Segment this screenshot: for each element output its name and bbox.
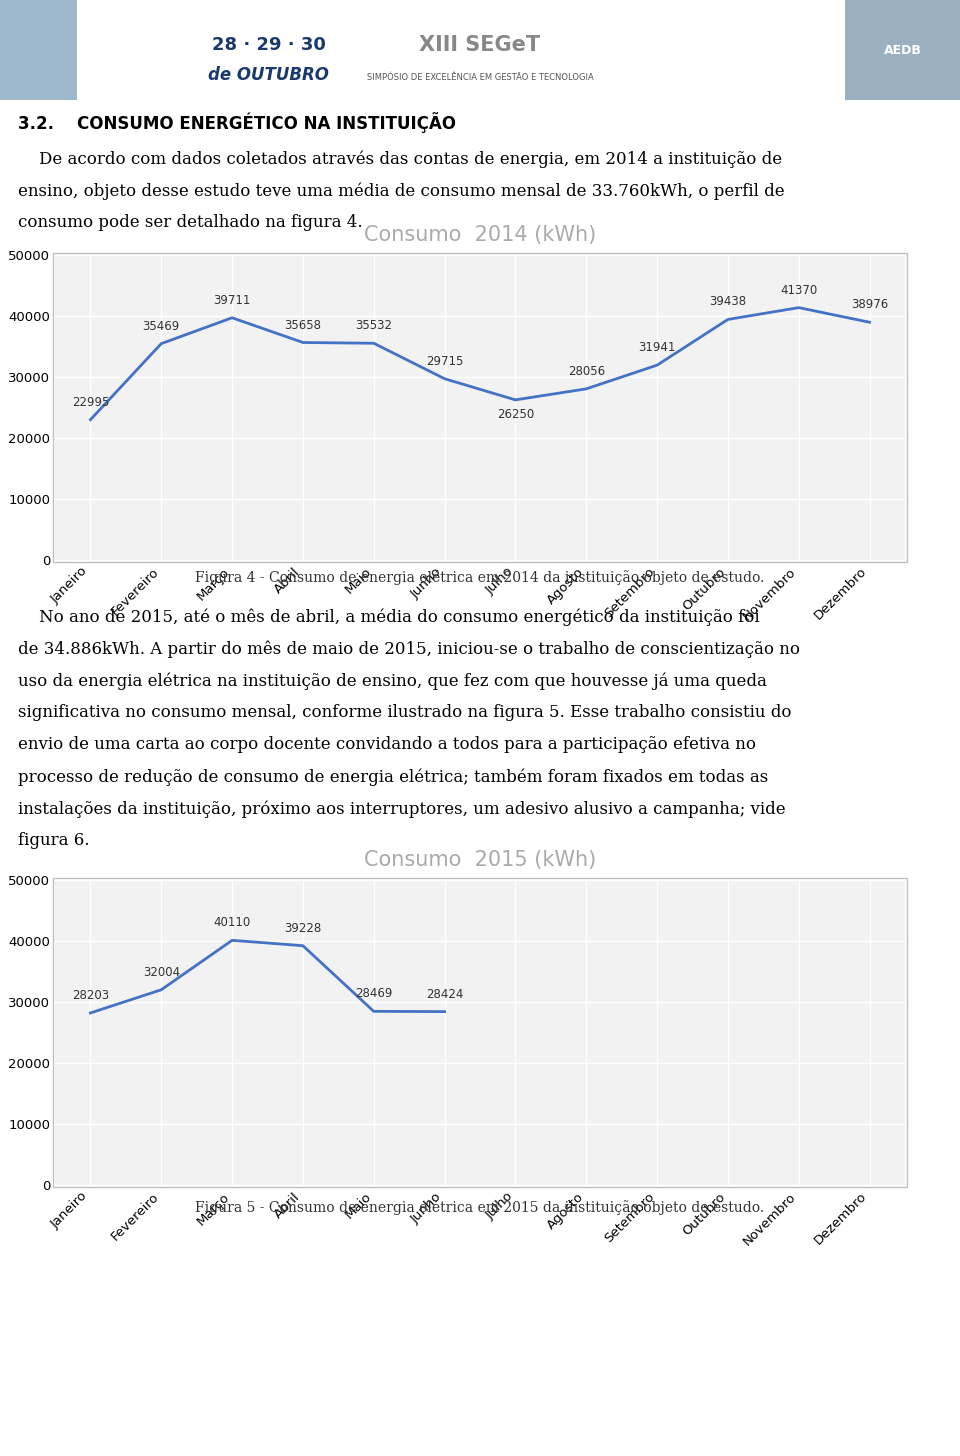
Text: 39438: 39438 xyxy=(709,296,747,309)
Text: No ano de 2015, até o mês de abril, a média do consumo energético da instituição: No ano de 2015, até o mês de abril, a mé… xyxy=(18,609,759,626)
Text: 3.2.    CONSUMO ENERGÉTICO NA INSTITUIÇÃO: 3.2. CONSUMO ENERGÉTICO NA INSTITUIÇÃO xyxy=(18,112,456,132)
Text: significativa no consumo mensal, conforme ilustrado na figura 5. Esse trabalho c: significativa no consumo mensal, conform… xyxy=(18,705,791,721)
Text: 32004: 32004 xyxy=(143,965,180,978)
Bar xyxy=(845,0,960,100)
Text: 26250: 26250 xyxy=(496,408,534,421)
Text: De acordo com dados coletados através das contas de energia, em 2014 a instituiç: De acordo com dados coletados através da… xyxy=(18,150,782,167)
Text: 22995: 22995 xyxy=(72,396,109,409)
Text: Figura 4 - Consumo de energia elétrica em 2014 da instituição objeto de estudo.: Figura 4 - Consumo de energia elétrica e… xyxy=(195,569,765,585)
Text: 39228: 39228 xyxy=(284,922,322,935)
Text: Figura 5 - Consumo de energia elétrica em 2015 da instituição objeto de estudo.: Figura 5 - Consumo de energia elétrica e… xyxy=(196,1200,764,1214)
Text: 38976: 38976 xyxy=(851,298,888,312)
Text: 40110: 40110 xyxy=(213,916,251,929)
Text: 31941: 31941 xyxy=(638,341,676,354)
Title: Consumo  2014 (kWh): Consumo 2014 (kWh) xyxy=(364,226,596,245)
Text: 35469: 35469 xyxy=(143,320,180,332)
Text: AEDB: AEDB xyxy=(883,44,922,57)
Title: Consumo  2015 (kWh): Consumo 2015 (kWh) xyxy=(364,850,596,871)
Text: 28203: 28203 xyxy=(72,989,109,1002)
Bar xyxy=(0,0,77,100)
Text: 41370: 41370 xyxy=(780,284,817,297)
Text: envio de uma carta ao corpo docente convidando a todos para a participação efeti: envio de uma carta ao corpo docente conv… xyxy=(18,735,756,753)
Text: 28424: 28424 xyxy=(426,987,464,1000)
Text: uso da energia elétrica na instituição de ensino, que fez com que houvesse já um: uso da energia elétrica na instituição d… xyxy=(18,673,767,690)
Text: de 34.886kWh. A partir do mês de maio de 2015, iniciou-se o trabalho de conscien: de 34.886kWh. A partir do mês de maio de… xyxy=(18,641,800,658)
Text: consumo pode ser detalhado na figura 4.: consumo pode ser detalhado na figura 4. xyxy=(18,214,363,232)
Text: 29715: 29715 xyxy=(426,355,464,368)
Text: de OUTUBRO: de OUTUBRO xyxy=(208,66,329,84)
Text: 28 · 29 · 30: 28 · 29 · 30 xyxy=(212,36,325,54)
Text: 28056: 28056 xyxy=(567,365,605,379)
Text: 28469: 28469 xyxy=(355,987,393,1000)
Text: figura 6.: figura 6. xyxy=(18,831,89,849)
Text: 35658: 35658 xyxy=(284,319,322,332)
Text: ensino, objeto desse estudo teve uma média de consumo mensal de 33.760kWh, o per: ensino, objeto desse estudo teve uma méd… xyxy=(18,182,784,199)
Text: instalações da instituição, próximo aos interruptores, um adesivo alusivo a camp: instalações da instituição, próximo aos … xyxy=(18,799,785,817)
Text: 35532: 35532 xyxy=(355,319,393,332)
Text: XIII SEGeT: XIII SEGeT xyxy=(420,35,540,55)
Text: processo de redução de consumo de energia elétrica; também foram fixados em toda: processo de redução de consumo de energi… xyxy=(18,767,768,785)
Text: SIMPÓSIO DE EXCELÊNCIA EM GESTÃO E TECNOLOGIA: SIMPÓSIO DE EXCELÊNCIA EM GESTÃO E TECNO… xyxy=(367,73,593,83)
Text: 39711: 39711 xyxy=(213,294,251,307)
